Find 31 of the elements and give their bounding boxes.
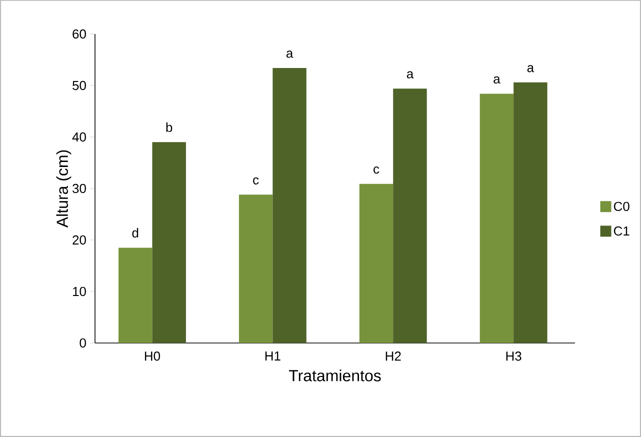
y-tick-label: 20: [72, 235, 86, 245]
bar: [272, 68, 306, 343]
legend-label: C0: [614, 202, 630, 212]
bar: [152, 142, 186, 343]
data-label: c: [374, 166, 380, 174]
y-tick-label: 50: [72, 80, 86, 90]
bar: [514, 82, 548, 343]
y-tick-label: 10: [73, 286, 86, 296]
x-axis-title: Tratamientos: [288, 370, 381, 382]
bar: [118, 248, 152, 343]
y-tick-label: 0: [80, 338, 86, 348]
y-tick-label: 60: [72, 29, 86, 39]
bar: [359, 184, 394, 343]
data-label: c: [253, 177, 259, 184]
bar: [480, 94, 514, 343]
x-tick-label: H0: [144, 352, 160, 361]
bar: [393, 88, 427, 343]
y-axis-title: Altura (cm): [56, 150, 72, 228]
y-tick-label: 30: [72, 184, 86, 194]
x-tick-label: H1: [265, 352, 280, 360]
x-tick-label: H2: [386, 352, 401, 361]
data-label: a: [494, 76, 500, 84]
data-label: a: [406, 71, 414, 78]
data-label: d: [132, 228, 138, 238]
data-label: a: [286, 50, 294, 58]
y-tick-label: 40: [72, 132, 86, 142]
bar: [238, 194, 273, 343]
legend-label: C1: [614, 226, 630, 236]
data-label: b: [166, 122, 172, 132]
data-label: a: [527, 65, 534, 72]
x-tick-label: H3: [506, 352, 522, 361]
